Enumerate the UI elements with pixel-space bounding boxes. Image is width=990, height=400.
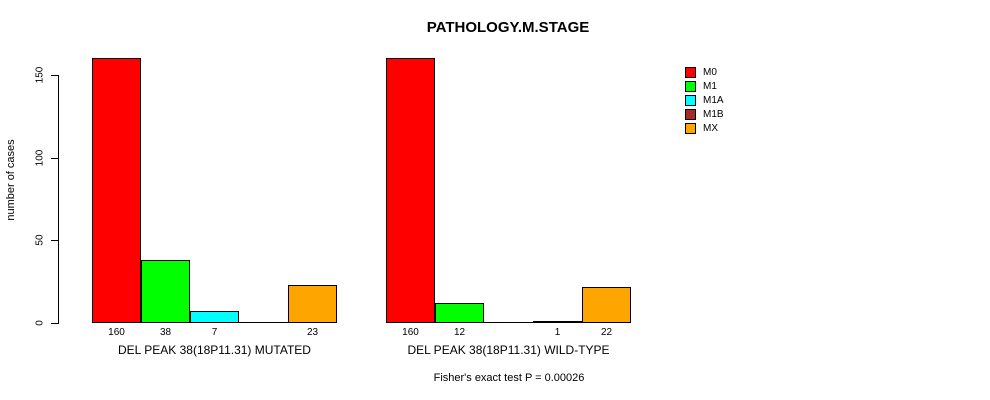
bar-value-label-m0-group2: 160 xyxy=(402,327,419,338)
bar-value-label-m1-group1: 38 xyxy=(159,327,172,338)
legend-label-m1b: M1B xyxy=(703,109,724,120)
legend-item-m1b: M1B xyxy=(685,109,724,120)
legend: M0 M1 M1A M1B MX xyxy=(685,67,724,134)
y-axis-line xyxy=(58,75,59,324)
chart-title: PATHOLOGY.M.STAGE xyxy=(426,19,590,36)
legend-swatch-m0-icon xyxy=(685,67,696,78)
legend-label-mx: MX xyxy=(703,123,718,134)
bar-value-label-m1-group2: 12 xyxy=(453,327,466,338)
legend-swatch-m1-icon xyxy=(685,81,696,92)
legend-item-mx: MX xyxy=(685,123,724,134)
y-axis-tick-label-150: 150 xyxy=(34,66,46,84)
y-axis-tick-150 xyxy=(51,75,59,76)
bar-value-label-m0-group1: 160 xyxy=(108,327,125,338)
y-axis-tick-50 xyxy=(51,240,59,241)
y-axis-tick-label-100: 100 xyxy=(34,149,46,167)
bar-m0-group2 xyxy=(386,58,435,323)
y-axis-tick-label-50: 50 xyxy=(34,234,46,246)
legend-item-m0: M0 xyxy=(685,67,724,78)
y-axis-tick-100 xyxy=(51,158,59,159)
x-axis-group-label-1: DEL PEAK 38(18P11.31) MUTATED xyxy=(118,343,311,357)
bar-m1b-group2 xyxy=(533,321,582,323)
bar-value-label-m1a-group1: 7 xyxy=(211,327,218,338)
y-axis-tick-label-0: 0 xyxy=(34,320,46,326)
bar-m1a-group1 xyxy=(190,311,239,323)
y-axis-tick-0 xyxy=(51,323,59,324)
bar-m1b-group1 xyxy=(239,322,288,323)
bar-m1a-group2 xyxy=(484,322,533,323)
x-axis-group-label-2: DEL PEAK 38(18P11.31) WILD-TYPE xyxy=(407,343,610,357)
legend-swatch-m1a-icon xyxy=(685,95,696,106)
bar-value-label-m1b-group2: 1 xyxy=(554,327,561,338)
bar-mx-group1 xyxy=(288,285,337,323)
legend-label-m0: M0 xyxy=(703,67,717,78)
y-axis-title: number of cases xyxy=(5,139,17,221)
bar-m1-group2 xyxy=(435,303,484,323)
bar-value-label-mx-group2: 22 xyxy=(600,327,613,338)
legend-item-m1a: M1A xyxy=(685,95,724,106)
legend-item-m1: M1 xyxy=(685,81,724,92)
bar-mx-group2 xyxy=(582,287,631,323)
legend-swatch-mx-icon xyxy=(685,123,696,134)
legend-label-m1: M1 xyxy=(703,81,717,92)
legend-label-m1a: M1A xyxy=(703,95,724,106)
legend-swatch-m1b-icon xyxy=(685,109,696,120)
bar-m0-group1 xyxy=(92,58,141,323)
bar-value-label-mx-group1: 23 xyxy=(306,327,319,338)
bar-m1-group1 xyxy=(141,260,190,323)
fisher-test-annotation: Fisher's exact test P = 0.00026 xyxy=(433,372,585,384)
